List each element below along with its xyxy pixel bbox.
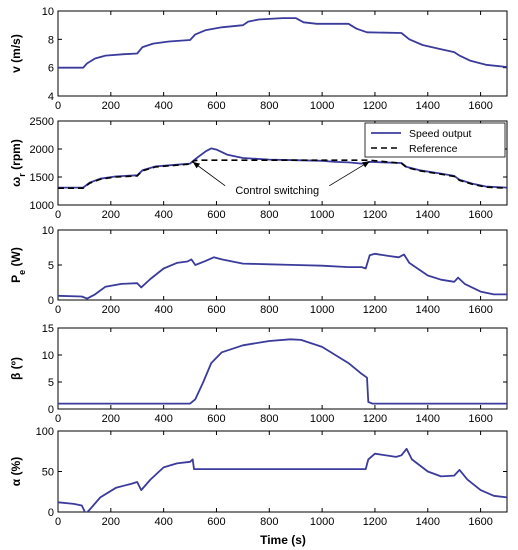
arrow-head <box>192 161 201 169</box>
y-tick-label: 8 <box>48 34 54 46</box>
legend-box <box>364 122 506 158</box>
y-tick-label: 0 <box>48 404 54 416</box>
legend-entry: Reference <box>409 143 458 155</box>
x-tick-label: 800 <box>260 516 278 528</box>
axes-frame <box>57 10 508 97</box>
legend-entry: Speed output <box>409 128 472 140</box>
series-line-1 <box>58 17 507 69</box>
series-line-4 <box>58 338 507 405</box>
y-tick-label: 1000 <box>30 200 54 212</box>
axes-frame <box>57 327 508 410</box>
x-tick-label: 200 <box>102 209 120 221</box>
x-tick-label: 1400 <box>416 516 440 528</box>
y-tick-label: 0 <box>48 295 54 307</box>
x-tick-label: 400 <box>154 304 172 316</box>
x-axis-label: Time (s) <box>260 533 306 547</box>
series-line-5 <box>58 447 507 512</box>
x-tick-label: 1400 <box>416 413 440 425</box>
x-tick-label: 800 <box>260 304 278 316</box>
y-axis-label: α (%) <box>9 457 23 486</box>
subplot-2: 0 200 400 600 800 1000 1200 1400 1600 1000 1500 200… <box>9 116 508 221</box>
x-tick-label: 0 <box>55 100 61 112</box>
y-tick-label: 2500 <box>30 116 54 128</box>
arrow-head <box>362 161 370 168</box>
x-tick-label: 1600 <box>468 100 492 112</box>
y-axis-label: v (m/s) <box>9 34 23 73</box>
x-tick-label: 0 <box>55 304 61 316</box>
y-tick-label: 4 <box>48 91 54 103</box>
x-tick-label: 1200 <box>363 516 387 528</box>
y-tick-label: 10 <box>42 225 54 237</box>
x-tick-label: 600 <box>207 209 225 221</box>
x-tick-label: 1000 <box>310 209 334 221</box>
axes-frame <box>57 430 508 513</box>
subplot-4: 0 200 400 600 800 1000 1200 1400 1600 0 5 10 15 β (º) <box>9 323 508 425</box>
subplot-1: 0 200 400 600 800 1000 1200 1400 1600 4 6 8 10 v (m/s… <box>9 6 508 112</box>
y-tick-label: 100 <box>36 426 54 438</box>
x-tick-label: 1000 <box>310 516 334 528</box>
x-tick-label: 200 <box>102 304 120 316</box>
x-tick-label: 1000 <box>310 100 334 112</box>
x-tick-label: 1600 <box>468 209 492 221</box>
x-tick-label: 0 <box>55 516 61 528</box>
y-tick-label: 50 <box>42 467 54 479</box>
x-tick-label: 600 <box>207 516 225 528</box>
x-tick-label: 200 <box>102 100 120 112</box>
x-tick-label: 200 <box>102 516 120 528</box>
y-tick-label: 1500 <box>30 172 54 184</box>
x-tick-label: 0 <box>55 413 61 425</box>
x-tick-label: 1600 <box>468 413 492 425</box>
x-tick-label: 200 <box>102 413 120 425</box>
x-tick-label: 400 <box>154 413 172 425</box>
annotation-text: Control switching <box>235 185 319 197</box>
axes-frame <box>57 120 508 206</box>
x-tick-label: 0 <box>55 209 61 221</box>
y-tick-label: 10 <box>42 350 54 362</box>
y-tick-label: 15 <box>42 323 54 335</box>
subplot-5: 0 200 400 600 800 1000 1200 1400 1600 0 50 100 α (%) <box>9 426 508 528</box>
y-tick-label: 5 <box>48 377 54 389</box>
x-tick-label: 400 <box>154 100 172 112</box>
subplot-3: 0 200 400 600 800 1000 1200 1400 1600 0 5 10 Pe (W) <box>9 225 508 316</box>
y-axis-label: ωr (rpm) <box>9 139 27 187</box>
x-tick-label: 1200 <box>363 413 387 425</box>
x-tick-label: 600 <box>207 413 225 425</box>
x-tick-label: 1000 <box>310 304 334 316</box>
x-tick-label: 1200 <box>363 100 387 112</box>
x-tick-label: 800 <box>260 413 278 425</box>
x-tick-label: 1400 <box>416 304 440 316</box>
x-tick-label: 1200 <box>363 209 387 221</box>
annotation-arrow <box>329 160 370 187</box>
y-tick-label: 10 <box>42 6 54 18</box>
x-tick-label: 1000 <box>310 413 334 425</box>
y-tick-label: 5 <box>48 260 54 272</box>
reference-line <box>58 159 507 189</box>
y-tick-label: 2000 <box>30 144 54 156</box>
y-axis-label: β (º) <box>9 357 23 380</box>
legend: Speed output Reference <box>364 122 506 158</box>
y-axis-label: Pe (W) <box>9 247 27 283</box>
x-tick-label: 800 <box>260 100 278 112</box>
x-tick-label: 600 <box>207 100 225 112</box>
x-tick-label: 1600 <box>468 516 492 528</box>
series-line-3 <box>58 252 507 300</box>
x-tick-label: 600 <box>207 304 225 316</box>
y-tick-label: 0 <box>48 507 54 519</box>
y-tick-label: 6 <box>48 63 54 75</box>
x-tick-label: 1200 <box>363 304 387 316</box>
x-tick-label: 1400 <box>416 209 440 221</box>
x-tick-label: 1400 <box>416 100 440 112</box>
x-tick-label: 400 <box>154 209 172 221</box>
x-tick-label: 400 <box>154 516 172 528</box>
x-tick-label: 1600 <box>468 304 492 316</box>
x-tick-label: 800 <box>260 209 278 221</box>
